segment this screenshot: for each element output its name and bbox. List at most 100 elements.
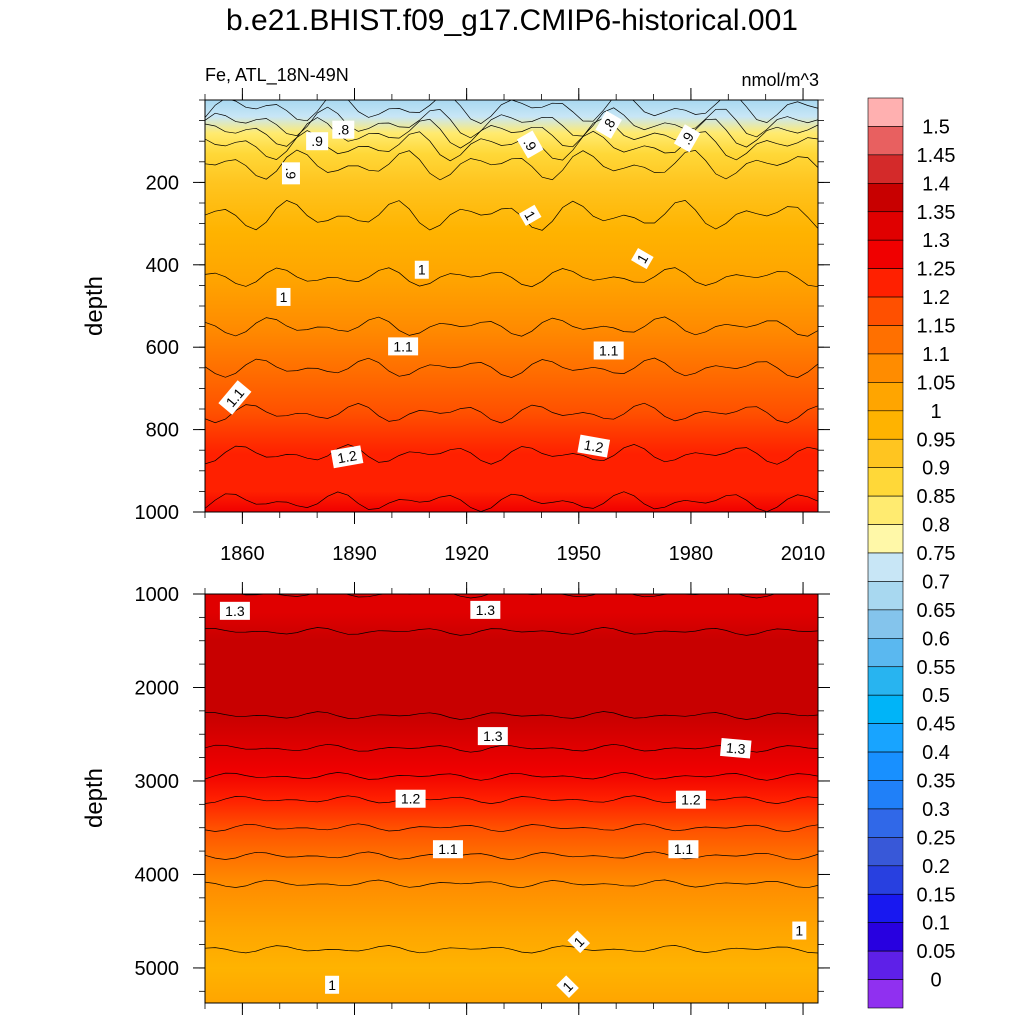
x-tick-label: 2010 [781, 543, 826, 565]
contour-label-bg [792, 921, 807, 940]
contour-label: 1.3 [477, 727, 508, 746]
contour-label-text: .8 [337, 122, 349, 138]
colorbar-label: 1.5 [922, 116, 950, 138]
contour-label-bg [593, 341, 624, 360]
contour-label-text: 1 [418, 262, 426, 278]
contour-label-text: 1 [280, 289, 288, 305]
colorbar-swatch [867, 694, 904, 724]
upper-panel-fill [205, 100, 818, 512]
contour-label-bg [414, 260, 429, 279]
contour-label-bg [388, 337, 419, 356]
colorbar-label: 0.05 [917, 941, 956, 963]
colorbar-label: 0.15 [917, 884, 956, 906]
colorbar: 1.5 1.45 1.4 1.35 1.3 1.25 1.2 1.15 1.1 1.05 1 0.95… [867, 97, 956, 1009]
colorbar-swatch [867, 552, 904, 582]
contour-label-bg [325, 975, 340, 994]
colorbar-label: 0.75 [917, 543, 956, 565]
colorbar-label: 0.85 [917, 486, 956, 508]
colorbar-swatch [867, 893, 904, 923]
contour-line [205, 743, 818, 753]
colorbar-swatch [867, 183, 904, 213]
lower-contour-lines [205, 594, 818, 954]
contour-label: .9 [306, 132, 329, 151]
colorbar-label: 0.55 [917, 657, 956, 679]
y-tick-label: 2000 [135, 677, 180, 699]
contour-line [205, 199, 818, 231]
y-tick-label: 1000 [135, 584, 180, 606]
x-tick-label: 1920 [444, 543, 489, 565]
colorbar-label: 1.35 [917, 202, 956, 224]
contour-label: 1 [556, 975, 579, 998]
contour-label: 1 [325, 975, 340, 994]
contour-label: 1.1 [388, 337, 419, 356]
colorbar-swatch [867, 97, 904, 127]
y-tick-label: 200 [146, 172, 179, 194]
lower-contour-labels: 1.3 1.3 1.3 1.3 1.2 1.2 1.1 1.1 1 1 1 1 [219, 600, 807, 998]
contour-label-text: 1.3 [225, 603, 245, 619]
contour-line [205, 444, 818, 465]
contour-line [205, 402, 818, 424]
contour-line [205, 316, 818, 337]
colorbar-label: 1 [930, 401, 941, 423]
contour-line [205, 267, 818, 288]
colorbar-swatch [867, 268, 904, 298]
colorbar-label: 1.3 [922, 230, 950, 252]
contour-label-text: 1 [795, 923, 803, 939]
colorbar-label: 0.6 [922, 628, 950, 650]
contour-label-text: 1.2 [583, 437, 605, 456]
x-tick-label: 1980 [669, 543, 714, 565]
contour-label: 1.1 [432, 840, 463, 859]
contour-label-text: 1.2 [681, 792, 701, 808]
contour-line [238, 594, 818, 599]
contour-label-text: 1.1 [674, 841, 694, 857]
chart-subtitle-left: Fe, ATL_18N-49N [205, 65, 349, 85]
colorbar-label: 0.1 [922, 913, 950, 935]
contour-label-text: 1.2 [336, 447, 358, 466]
contour-line [205, 711, 818, 720]
colorbar-swatch [867, 325, 904, 355]
colorbar-label: 0.25 [917, 827, 956, 849]
y-tick-label: 800 [146, 420, 179, 442]
contour-label: 1 [518, 204, 542, 226]
contour-label: 1 [414, 260, 429, 279]
contour-line [205, 106, 818, 139]
colorbar-swatch [867, 837, 904, 867]
colorbar-swatch [867, 382, 904, 412]
colorbar-label: 1.25 [917, 259, 956, 281]
contour-label-bg [595, 110, 622, 139]
contour-label: 1.2 [330, 445, 364, 469]
contour-label-bg [218, 380, 252, 415]
colorbar-swatch [867, 780, 904, 810]
colorbar-swatch [867, 438, 904, 468]
colorbar-swatch [867, 865, 904, 895]
contour-label-bg [332, 120, 355, 139]
contour-label-bg [470, 600, 501, 619]
contour-label-bg [577, 434, 611, 458]
chart-units-label: nmol/m^3 [741, 70, 819, 90]
x-tick-label: 1950 [557, 543, 602, 565]
contour-label-bg [306, 132, 329, 151]
contour-label: 1.2 [395, 789, 426, 808]
contour-label-bg [276, 287, 291, 306]
contour-label: 1.3 [219, 601, 250, 620]
x-tick-label: 1860 [220, 543, 265, 565]
contour-label-bg [668, 840, 699, 859]
upper-depth-panel: 200 400 600 800 1000 1860 1890 1920 1950 1980 2010… [81, 88, 830, 565]
colorbar-label: 0.35 [917, 771, 956, 793]
contour-label-bg [477, 727, 508, 746]
contour-line [205, 627, 818, 636]
contour-line [205, 130, 818, 162]
contour-line [205, 117, 818, 149]
contour-label-bg [516, 130, 544, 159]
colorbar-swatch [867, 296, 904, 326]
colorbar-swatch [867, 979, 904, 1009]
y-tick-label: 3000 [135, 771, 180, 793]
contour-label: 1 [792, 921, 807, 940]
contour-label-text: .9 [283, 167, 299, 179]
contour-label: .9 [281, 162, 300, 185]
contour-label-bg [631, 248, 654, 270]
colorbar-label: 0 [930, 970, 941, 992]
